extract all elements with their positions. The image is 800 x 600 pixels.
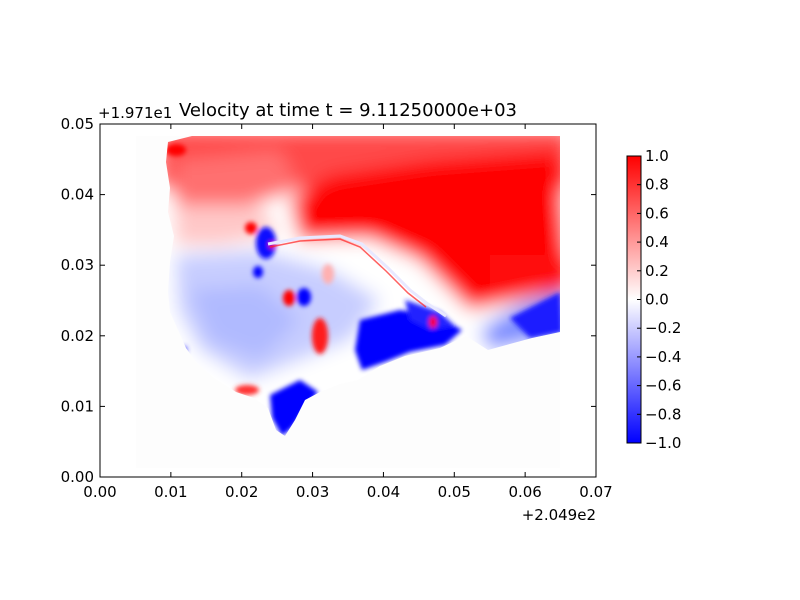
colorbar-tick-label: 0.2 xyxy=(645,262,669,280)
x-offset-label: +2.049e2 xyxy=(522,506,596,524)
y-tick-label: 0.02 xyxy=(61,327,94,345)
y-tick-label: 0.05 xyxy=(61,115,94,133)
colorbar-tick-label: 0.0 xyxy=(645,291,669,309)
x-tick-label: 0.04 xyxy=(367,483,400,501)
x-tick-label: 0.06 xyxy=(508,483,541,501)
colorbar-tick-label: −0.6 xyxy=(645,377,681,395)
x-tick-label: 0.01 xyxy=(154,483,187,501)
colorbar-axis: 1.0 0.8 0.6 0.4 0.2 0.0 −0.2 −0.4 −0.6 −0.8 −1.0 xyxy=(637,147,681,452)
y-offset-label: +1.971e1 xyxy=(98,104,172,122)
y-tick-label: 0.01 xyxy=(61,397,94,415)
velocity-field xyxy=(166,136,560,436)
y-tick-label: 0.03 xyxy=(61,256,94,274)
x-tick-label: 0.02 xyxy=(225,483,258,501)
colorbar-tick-label: −0.4 xyxy=(645,348,681,366)
colorbar-tick-label: −0.8 xyxy=(645,405,681,423)
x-tick-label: 0.03 xyxy=(296,483,329,501)
colorbar-tick-label: 1.0 xyxy=(645,147,669,165)
x-axis: 0.00 0.01 0.02 0.03 0.04 0.05 0.06 0.07 xyxy=(83,124,613,501)
chart-title: Velocity at time t = 9.11250000e+03 xyxy=(179,100,517,121)
colorbar-tick-label: −1.0 xyxy=(645,434,681,452)
colorbar-tick-label: −0.2 xyxy=(645,319,681,337)
x-tick-label: 0.07 xyxy=(579,483,612,501)
y-axis: 0.00 0.01 0.02 0.03 0.04 0.05 xyxy=(61,115,596,486)
y-tick-label: 0.04 xyxy=(61,186,94,204)
x-tick-label: 0.00 xyxy=(83,483,116,501)
x-tick-label: 0.05 xyxy=(438,483,471,501)
colorbar-tick-label: 0.4 xyxy=(645,233,669,251)
colorbar-tick-label: 0.6 xyxy=(645,204,669,222)
y-tick-label: 0.00 xyxy=(61,468,94,486)
axes-frame xyxy=(99,123,597,478)
colorbar-tick-label: 0.8 xyxy=(645,176,669,194)
